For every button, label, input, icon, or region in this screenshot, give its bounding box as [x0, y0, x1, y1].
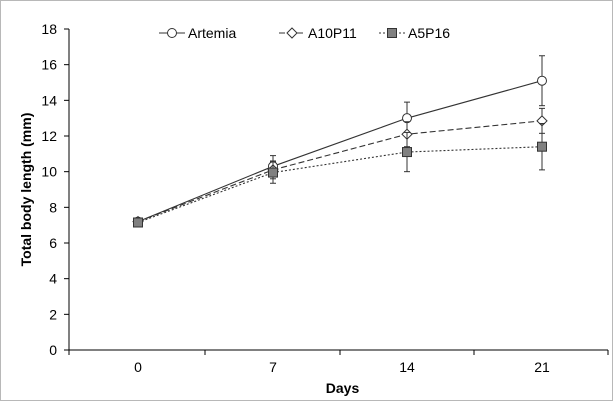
data-point: [537, 141, 547, 152]
y-axis-title: Total body length (mm): [18, 113, 34, 267]
legend-marker: [167, 28, 177, 38]
legend-item: A10P11: [279, 25, 357, 41]
legend-item: A5P16: [379, 25, 450, 41]
y-ticks: 0 2 4 6 8 10 12 14 16 18: [41, 21, 69, 358]
axes: [68, 29, 608, 351]
y-tick-label: 14: [41, 92, 57, 108]
legend-label: Artemia: [188, 25, 236, 41]
y-tick-label: 16: [41, 57, 57, 73]
legend-label: A10P11: [308, 25, 357, 41]
data-point: [268, 167, 278, 178]
x-tick-label: 7: [269, 359, 277, 375]
legend-marker: [286, 27, 298, 39]
series-a10p11: [132, 107, 548, 228]
x-ticks: 0 7 14 21: [68, 350, 609, 375]
legend: Artemia A10P11 A5P16: [159, 25, 450, 41]
y-tick-label: 2: [49, 306, 57, 322]
data-point: [133, 217, 143, 228]
series-a5p16: [133, 123, 547, 228]
data-point: [537, 75, 547, 86]
y-tick-label: 6: [49, 235, 57, 251]
series-artemia: [133, 55, 547, 227]
y-tick-label: 4: [49, 271, 57, 287]
y-tick-label: 8: [49, 199, 57, 215]
series-line: [137, 146, 543, 224]
legend-item: Artemia: [159, 25, 236, 41]
x-tick-label: 21: [534, 359, 550, 375]
data-point: [402, 147, 412, 158]
x-tick-label: 0: [134, 359, 142, 375]
y-tick-label: 18: [41, 21, 57, 37]
series-line: [137, 80, 543, 223]
y-tick-label: 10: [41, 164, 57, 180]
series-line: [137, 120, 543, 223]
series-layer: [132, 55, 548, 228]
x-axis-title: Days: [326, 380, 360, 396]
legend-marker: [387, 28, 397, 38]
y-tick-label: 12: [41, 128, 57, 144]
x-tick-label: 14: [399, 359, 415, 375]
y-tick-label: 0: [49, 342, 57, 358]
legend-label: A5P16: [408, 25, 450, 41]
